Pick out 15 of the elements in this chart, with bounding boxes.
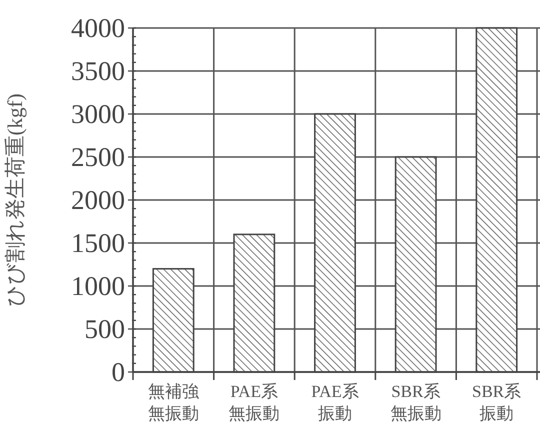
x-tick-label: 無補強無振動 — [146, 381, 200, 425]
x-tick-label: PAE系無振動 — [228, 381, 281, 425]
y-tick-label: 3500 — [71, 56, 125, 86]
y-tick-label: 2500 — [71, 142, 125, 172]
y-tick-label: 4000 — [71, 13, 125, 43]
x-tick-label: PAE系振動 — [310, 381, 360, 425]
x-tick-label: SBR系無振動 — [389, 381, 442, 425]
y-tick-label: 3000 — [71, 99, 125, 129]
y-tick-label: 1500 — [71, 228, 125, 258]
y-tick-label: 500 — [84, 314, 125, 344]
y-tick-label: 2000 — [71, 185, 125, 215]
x-tick-label: SBR系振動 — [471, 381, 522, 425]
y-axis-title: ひび割れ発生荷重(kgf) — [3, 94, 27, 306]
y-tick-label: 1000 — [71, 271, 125, 301]
y-tick-label: 0 — [112, 357, 125, 387]
